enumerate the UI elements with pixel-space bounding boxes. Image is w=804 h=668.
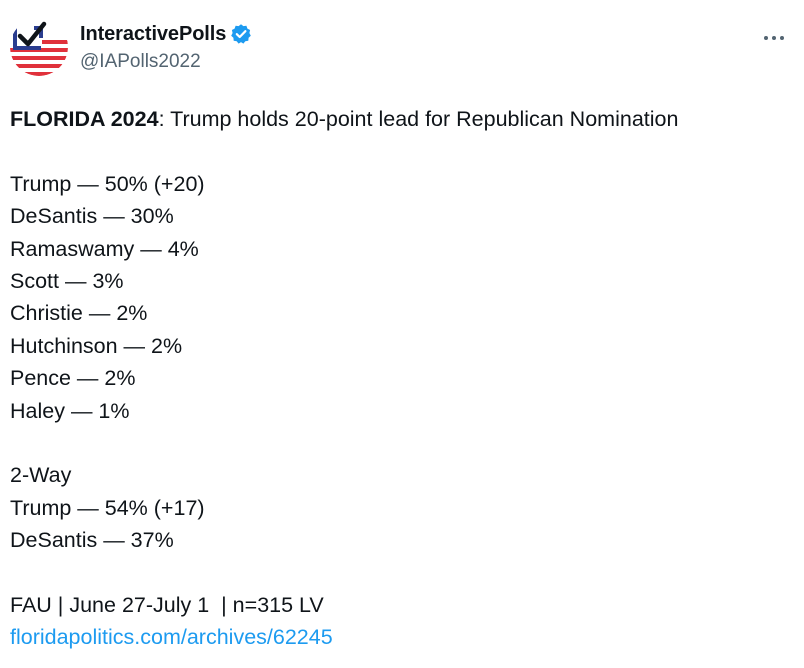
source-line: FAU | June 27-July 1 | n=315 LV xyxy=(10,592,324,617)
link-line: floridapolitics.com/archives/62245 xyxy=(10,621,790,653)
handle[interactable]: @IAPolls2022 xyxy=(80,51,201,72)
name-row: InteractivePolls xyxy=(80,21,252,47)
result-line: DeSantis — 30% xyxy=(10,204,174,229)
spacer xyxy=(10,427,790,459)
checkbox-flag-logo-icon xyxy=(10,18,68,76)
tweet-text: FLORIDA 2024: Trump holds 20-point lead … xyxy=(10,103,790,654)
two-way-results: Trump — 54% (+17) DeSantis — 37% xyxy=(10,492,790,557)
tweet-header: InteractivePolls @IAPolls2022 xyxy=(10,18,794,82)
article-link[interactable]: floridapolitics.com/archives/62245 xyxy=(10,625,333,650)
verified-badge-icon[interactable] xyxy=(230,23,252,45)
results-list: Trump — 50% (+20) DeSantis — 30% Ramaswa… xyxy=(10,168,790,427)
result-line: Ramaswamy — 4% xyxy=(10,236,199,261)
result-line: Christie — 2% xyxy=(10,301,148,326)
two-way-result-line: Trump — 54% (+17) xyxy=(10,495,205,520)
more-horizontal-icon xyxy=(764,36,784,40)
two-way-result-line: DeSantis — 37% xyxy=(10,528,174,553)
display-name[interactable]: InteractivePolls xyxy=(80,22,227,45)
result-line: Trump — 50% (+20) xyxy=(10,171,205,196)
headline-text: : Trump holds 20-point lead for Republic… xyxy=(158,107,679,131)
more-options-button[interactable] xyxy=(760,24,788,52)
result-line: Pence — 2% xyxy=(10,366,136,391)
result-line: Scott — 3% xyxy=(10,268,124,293)
headline-bold: FLORIDA 2024 xyxy=(10,107,159,131)
headline: FLORIDA 2024: Trump holds 20-point lead … xyxy=(10,103,790,135)
spacer xyxy=(10,556,790,588)
result-line: Haley — 1% xyxy=(10,398,130,423)
spacer xyxy=(10,135,790,167)
user-info: InteractivePolls @IAPolls2022 xyxy=(80,21,252,73)
two-way-title: 2-Way xyxy=(10,463,72,488)
result-line: Hutchinson — 2% xyxy=(10,333,183,358)
avatar[interactable] xyxy=(10,18,68,76)
